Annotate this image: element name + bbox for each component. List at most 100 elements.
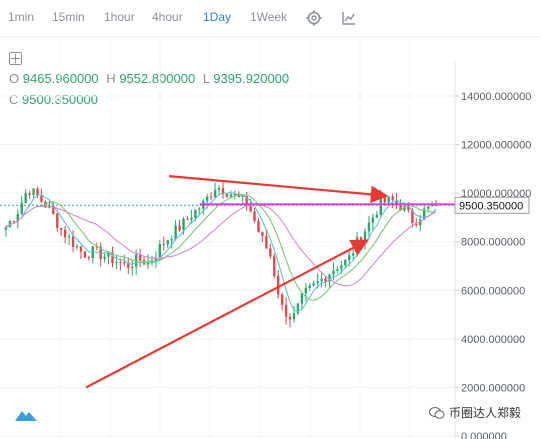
price-tick-label: 0.000000 <box>461 431 507 439</box>
candle-body <box>387 196 390 203</box>
candle-body <box>292 313 296 320</box>
candle-body <box>99 246 102 259</box>
candle-body <box>95 246 98 248</box>
high-value: 9552.800000 <box>119 71 196 86</box>
timeframe-toolbar: 1min 15min 1hour 4hour 1Day 1Week <box>0 0 541 36</box>
candle-body <box>407 206 410 211</box>
candle-body <box>249 206 252 212</box>
candle-body <box>383 197 386 203</box>
candle-body <box>87 257 91 259</box>
add-indicator-icon[interactable] <box>9 52 22 65</box>
candle-body <box>213 189 217 197</box>
candle-body <box>174 225 177 240</box>
candle-body <box>308 285 311 289</box>
candle-body <box>273 256 276 276</box>
candle-body <box>111 252 114 264</box>
tab-4hour[interactable]: 4hour <box>152 10 183 24</box>
watermark-text: 币圈达人郑毅 <box>448 406 521 420</box>
candle-body <box>221 188 225 195</box>
tab-1day[interactable]: 1Day <box>203 10 232 24</box>
candle-body <box>328 274 331 282</box>
candle-body <box>348 255 351 260</box>
candle-body <box>16 213 20 222</box>
candle-body <box>154 257 158 262</box>
candle-body <box>225 194 229 197</box>
candle-body <box>75 246 79 248</box>
low-value: 9395.920000 <box>213 71 290 86</box>
tab-1hour[interactable]: 1hour <box>104 10 135 24</box>
candle-body <box>288 316 292 320</box>
candle-body <box>194 209 197 219</box>
candle-body <box>146 262 150 265</box>
candle-body <box>422 208 426 220</box>
candle-body <box>198 208 201 210</box>
line-chart-icon[interactable] <box>340 9 358 27</box>
candle-body <box>312 283 315 286</box>
candle-body <box>170 239 173 241</box>
candle-body <box>253 211 256 222</box>
candle-body <box>269 248 272 257</box>
chart-grid <box>0 40 455 439</box>
candle-body <box>107 252 110 257</box>
candle-body <box>359 237 363 242</box>
candle-body <box>56 213 59 228</box>
candle-body <box>52 205 55 214</box>
price-tick-label: 4000.000000 <box>461 334 525 346</box>
candle-body <box>103 256 106 259</box>
candle-body <box>336 269 339 271</box>
candle-body <box>320 278 323 282</box>
price-levels: 9500.350000 <box>0 196 530 214</box>
candle-body <box>158 244 162 258</box>
candle-body <box>178 225 181 231</box>
candle-body <box>127 262 130 268</box>
candle-body <box>115 262 118 264</box>
candle-body <box>367 222 371 232</box>
candle-body <box>316 281 319 284</box>
candle-body <box>229 194 233 197</box>
ohlc-line-1: O 9465.960000 H 9552.800000 L 9395.92000… <box>9 71 289 86</box>
trend-arrows <box>85 175 389 389</box>
moving-average-line <box>5 193 437 301</box>
candle-body <box>182 218 185 231</box>
candle-body <box>300 293 304 304</box>
descending-arrow <box>168 175 389 204</box>
candle-body <box>217 188 221 190</box>
candle-body <box>83 251 87 258</box>
candle-body <box>71 236 75 247</box>
candle-body <box>379 197 382 215</box>
candle-body <box>245 195 248 207</box>
gear-icon[interactable] <box>305 9 323 27</box>
candle-body <box>257 221 260 233</box>
high-label: H <box>106 71 116 86</box>
price-tick-label: 8000.000000 <box>461 237 525 249</box>
candle-body <box>340 265 343 270</box>
current-price-tag-box <box>454 196 530 214</box>
candle-body <box>324 278 327 282</box>
candle-body <box>371 217 375 223</box>
candle-body <box>28 193 31 195</box>
tab-1min[interactable]: 1min <box>8 10 35 24</box>
price-tick-label: 14000.000000 <box>461 91 531 103</box>
price-tick-label: 6000.000000 <box>461 285 525 297</box>
candle-body <box>166 240 169 245</box>
price-tick-label: 2000.000000 <box>461 382 525 394</box>
candles <box>4 180 438 328</box>
candle-body <box>67 236 71 238</box>
candle-body <box>186 218 189 220</box>
ascending-arrow <box>85 239 369 389</box>
candle-body <box>36 188 39 196</box>
candle-body <box>411 210 414 224</box>
candle-body <box>12 221 16 223</box>
candle-body <box>419 219 422 226</box>
candle-body <box>280 294 284 305</box>
candle-body <box>190 218 193 220</box>
candle-body <box>426 206 430 209</box>
candle-body <box>395 199 398 204</box>
low-label: L <box>202 71 210 86</box>
candle-body <box>265 235 268 249</box>
tab-15min[interactable]: 15min <box>52 10 85 24</box>
candle-body <box>403 206 406 211</box>
candle-body <box>351 253 355 256</box>
tab-1week[interactable]: 1Week <box>250 10 288 24</box>
